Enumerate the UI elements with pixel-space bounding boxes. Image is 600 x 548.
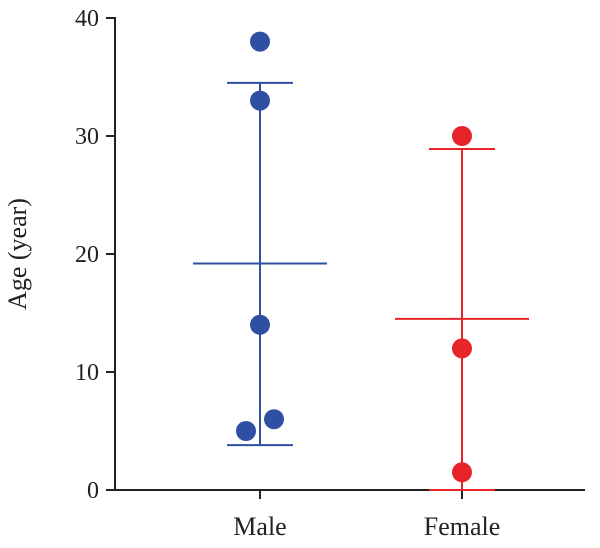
y-tick-label: 0 <box>87 478 99 504</box>
male-data-point <box>250 31 270 52</box>
male-data-point <box>250 314 270 335</box>
marks <box>193 31 529 491</box>
x-ticks: Male Female <box>233 490 500 541</box>
y-tick-label: 30 <box>75 124 99 150</box>
y-ticks: 0 10 20 30 40 <box>75 6 115 504</box>
series-male <box>193 31 327 447</box>
male-data-point <box>236 421 256 441</box>
female-data-point <box>452 126 472 146</box>
y-tick-label: 40 <box>75 6 99 32</box>
y-tick-label: 20 <box>75 242 99 268</box>
axes <box>114 17 585 491</box>
y-axis-title: Age (year) <box>3 198 32 310</box>
x-tick-label-male: Male <box>233 512 286 541</box>
series-female <box>395 126 529 491</box>
male-data-point <box>264 409 284 430</box>
x-tick-label-female: Female <box>424 512 501 541</box>
male-data-point <box>250 90 270 111</box>
female-data-point <box>452 338 472 359</box>
female-data-point <box>452 462 472 483</box>
y-tick-label: 10 <box>75 360 99 386</box>
